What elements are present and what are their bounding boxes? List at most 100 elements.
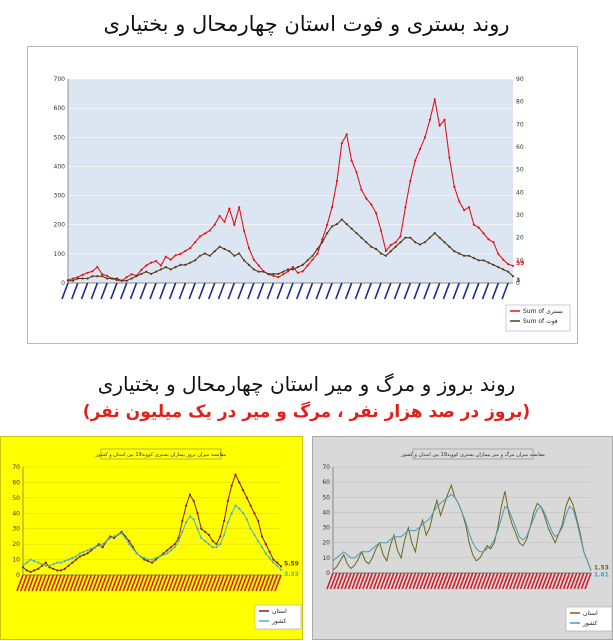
data-point	[228, 208, 230, 210]
data-point	[242, 489, 244, 491]
data-point	[170, 268, 172, 270]
data-point	[507, 263, 509, 265]
data-point	[184, 264, 186, 266]
data-point	[185, 504, 187, 506]
y-tick-label: 20	[322, 540, 330, 547]
data-point	[189, 515, 191, 517]
data-point	[200, 537, 202, 539]
data-point	[215, 543, 217, 545]
data-point	[101, 273, 103, 275]
data-point	[233, 255, 235, 257]
data-point	[404, 237, 406, 239]
data-point	[331, 206, 333, 208]
x-tick-mark	[316, 283, 322, 299]
x-tick-mark	[424, 283, 430, 299]
y-tick-label: 60	[322, 479, 330, 486]
y-tick-label: 500	[54, 134, 66, 141]
data-point	[37, 568, 39, 570]
data-point	[316, 253, 318, 255]
data-point	[151, 558, 153, 560]
x-tick-mark	[130, 283, 136, 299]
data-point	[448, 157, 450, 159]
data-point	[158, 555, 160, 557]
x-tick-mark	[287, 283, 293, 299]
data-point	[238, 508, 240, 510]
data-point	[83, 551, 85, 553]
incidence-chart: 0 10 20 30 40 50 60 70 5.59 3.33 مقایسه میزان بروز…	[0, 436, 303, 640]
data-point	[124, 537, 126, 539]
data-point	[346, 223, 348, 225]
data-point	[404, 206, 406, 208]
legend-label-2: کشور	[582, 620, 597, 627]
data-point	[439, 125, 441, 127]
data-point	[497, 253, 499, 255]
data-point	[272, 558, 274, 560]
data-point	[287, 270, 289, 272]
data-point	[307, 264, 309, 266]
data-point	[492, 241, 494, 243]
x-tick-mark	[111, 283, 117, 299]
x-tick-mark	[209, 283, 215, 299]
data-point	[160, 264, 162, 266]
data-point	[165, 256, 167, 258]
data-point	[380, 229, 382, 231]
data-point	[370, 246, 372, 248]
data-point	[297, 266, 299, 268]
data-point	[253, 534, 255, 536]
data-point	[29, 558, 31, 560]
data-point	[170, 546, 172, 548]
y2-tick-label: 70	[516, 121, 524, 128]
y-tick-label: 60	[12, 479, 20, 486]
x-tick-mark	[228, 283, 234, 299]
data-point	[336, 223, 338, 225]
data-point	[140, 273, 142, 275]
data-point	[132, 548, 134, 550]
data-point	[71, 557, 73, 559]
x-tick-mark	[258, 283, 264, 299]
data-point	[219, 535, 221, 537]
data-point	[502, 259, 504, 261]
data-point	[193, 500, 195, 502]
data-point	[463, 255, 465, 257]
data-point	[414, 241, 416, 243]
data-point	[360, 237, 362, 239]
data-point	[280, 565, 282, 567]
section2-title: روند بروز و مرگ و میر استان چهارمحال و ب…	[0, 372, 613, 396]
y-tick-label: 40	[12, 510, 20, 517]
data-point	[130, 273, 132, 275]
data-point	[390, 244, 392, 246]
legend-label-1: استان	[272, 608, 287, 615]
x-tick-mark	[121, 283, 127, 299]
data-point	[267, 273, 269, 275]
data-point	[326, 232, 328, 234]
data-point	[276, 562, 278, 564]
data-point	[272, 562, 274, 564]
data-point	[419, 148, 421, 150]
data-point	[453, 186, 455, 188]
data-point	[75, 558, 77, 560]
data-point	[79, 555, 81, 557]
data-point	[151, 562, 153, 564]
data-point	[473, 224, 475, 226]
data-point	[341, 142, 343, 144]
y-tick-label: 600	[54, 105, 66, 112]
x-tick-mark	[346, 283, 352, 299]
x-tick-mark	[160, 283, 166, 299]
data-point	[261, 546, 263, 548]
data-point	[128, 540, 130, 542]
data-point	[246, 518, 248, 520]
data-point	[228, 250, 230, 252]
data-point	[67, 565, 69, 567]
data-point	[326, 224, 328, 226]
data-point	[316, 248, 318, 250]
data-point	[82, 277, 84, 279]
data-point	[166, 552, 168, 554]
data-point	[102, 546, 104, 548]
y-tick-label: 70	[12, 464, 20, 471]
end-label-2: 1.61	[594, 572, 609, 579]
data-point	[170, 259, 172, 261]
data-point	[155, 260, 157, 262]
data-point	[199, 255, 201, 257]
data-point	[101, 275, 103, 277]
data-point	[502, 268, 504, 270]
